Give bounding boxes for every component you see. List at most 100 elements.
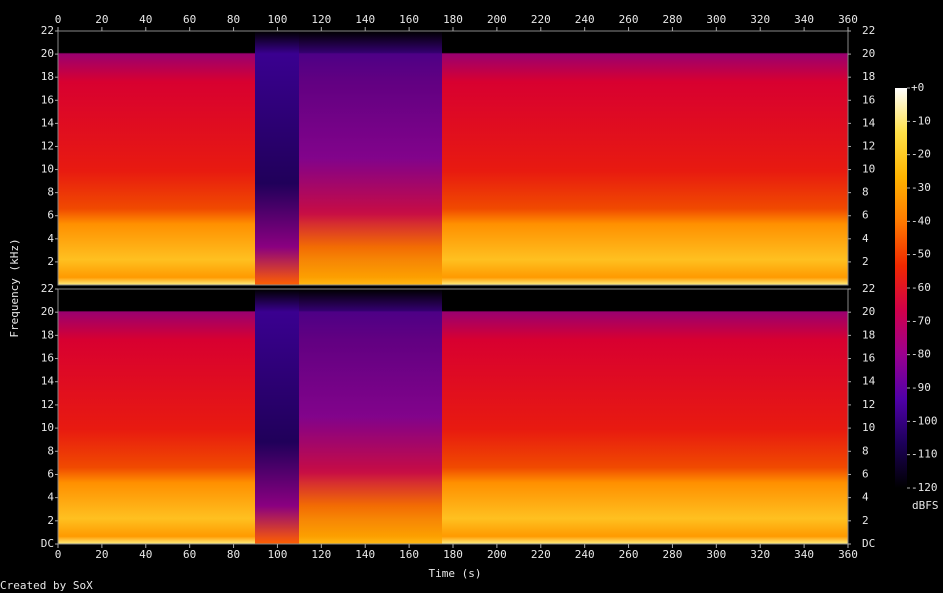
colorbar-tick-label: -20: [911, 148, 931, 161]
y-tick-label-right: 16: [862, 93, 875, 106]
x-tick-label-top: 280: [663, 13, 683, 26]
channel-2: [58, 289, 848, 544]
colorbar-tick-label: -10: [911, 114, 931, 127]
x-tick-label-top: 40: [139, 13, 152, 26]
y-tick-label: 12: [41, 398, 54, 411]
x-tick-label-top: 160: [399, 13, 419, 26]
colorbar-tick-label: -100: [911, 414, 938, 427]
x-tick-label-top: 340: [794, 13, 814, 26]
y-tick-label-right: DC: [862, 537, 875, 550]
x-tick-label: 180: [443, 548, 463, 561]
y-tick-label: 18: [41, 328, 54, 341]
y-tick-label: 16: [41, 352, 54, 365]
x-tick-label-top: 100: [268, 13, 288, 26]
y-tick-label-right: 8: [862, 186, 869, 199]
colorbar-tick-label: -60: [911, 281, 931, 294]
colorbar-label: dBFS: [912, 499, 939, 512]
x-tick-label-top: 140: [355, 13, 375, 26]
x-tick-label: 340: [794, 548, 814, 561]
y-tick-label-right: 4: [862, 232, 869, 245]
channel-1-quiet: [299, 31, 442, 285]
x-tick-label: 220: [531, 548, 551, 561]
y-tick-label-right: 10: [862, 421, 875, 434]
x-tick-label: 260: [619, 548, 639, 561]
spectrogram-image: [58, 31, 848, 544]
channel-2-dark: [255, 289, 299, 544]
x-tick-label: 0: [55, 548, 62, 561]
y-tick-label: 12: [41, 139, 54, 152]
x-tick-label: 300: [706, 548, 726, 561]
y-tick-label: 2: [47, 514, 54, 527]
y-tick-label: 4: [47, 491, 54, 504]
channel-1: [58, 31, 848, 285]
channel-1-dark: [255, 31, 299, 285]
y-tick-label-right: 10: [862, 163, 875, 176]
y-tick-label: 2: [47, 255, 54, 268]
channel-gap: [58, 285, 848, 289]
x-tick-label: 100: [268, 548, 288, 561]
y-tick-label: 16: [41, 93, 54, 106]
y-tick-label-right: 12: [862, 398, 875, 411]
x-axis-label: Time (s): [429, 567, 482, 580]
x-tick-label-top: 300: [706, 13, 726, 26]
x-tick-label-top: 240: [575, 13, 595, 26]
y-tick-label: 14: [41, 375, 55, 388]
colorbar-tick-label: -40: [911, 214, 931, 227]
y-tick-label-right: 14: [862, 375, 876, 388]
x-tick-label: 20: [95, 548, 108, 561]
x-tick-label-top: 60: [183, 13, 196, 26]
x-tick-label: 40: [139, 548, 152, 561]
colorbar: [895, 88, 907, 488]
x-tick-label: 280: [663, 548, 683, 561]
y-tick-label: 10: [41, 421, 54, 434]
colorbar-tick-label: -90: [911, 381, 931, 394]
x-tick-label: 320: [750, 548, 770, 561]
y-tick-label: 14: [41, 116, 55, 129]
x-tick-label-top: 80: [227, 13, 240, 26]
y-tick-label: 6: [47, 209, 54, 222]
x-tick-label: 120: [311, 548, 331, 561]
y-tick-label-right: 2: [862, 514, 869, 527]
colorbar-tick-label: -110: [911, 448, 938, 461]
y-tick-label-right: 12: [862, 139, 875, 152]
x-tick-label-top: 180: [443, 13, 463, 26]
y-axis-label: Frequency (kHz): [8, 238, 21, 337]
x-tick-label-top: 0: [55, 13, 62, 26]
y-tick-label: 20: [41, 305, 54, 318]
y-tick-label-right: 6: [862, 467, 869, 480]
y-tick-label-right: 22: [862, 24, 875, 37]
colorbar-tick-label: -70: [911, 314, 931, 327]
y-tick-label: 6: [47, 467, 54, 480]
y-tick-label: 8: [47, 186, 54, 199]
x-tick-label-top: 20: [95, 13, 108, 26]
y-tick-label-right: 6: [862, 209, 869, 222]
y-tick-label-right: 14: [862, 116, 876, 129]
x-tick-label: 360: [838, 548, 858, 561]
x-tick-label-top: 360: [838, 13, 858, 26]
y-tick-label: 22: [41, 282, 54, 295]
y-tick-label-right: 20: [862, 47, 875, 60]
x-tick-label: 200: [487, 548, 507, 561]
y-tick-label: 20: [41, 47, 54, 60]
y-tick-label: 22: [41, 24, 54, 37]
colorbar-tick-label: -30: [911, 181, 931, 194]
y-tick-label-right: 22: [862, 282, 875, 295]
x-tick-label: 140: [355, 548, 375, 561]
colorbar-tick-label: -80: [911, 348, 931, 361]
y-tick-label: 18: [41, 70, 54, 83]
x-tick-label: 240: [575, 548, 595, 561]
y-tick-label: DC: [41, 537, 54, 550]
y-tick-label-right: 18: [862, 70, 875, 83]
y-tick-label-right: 2: [862, 255, 869, 268]
colorbar-tick-label: +0: [911, 81, 924, 94]
x-tick-label-top: 220: [531, 13, 551, 26]
x-tick-label-top: 120: [311, 13, 331, 26]
x-tick-label-top: 260: [619, 13, 639, 26]
y-tick-label: 8: [47, 444, 54, 457]
y-tick-label-right: 20: [862, 305, 875, 318]
y-tick-label: 10: [41, 163, 54, 176]
y-tick-label: 4: [47, 232, 54, 245]
x-tick-label: 160: [399, 548, 419, 561]
